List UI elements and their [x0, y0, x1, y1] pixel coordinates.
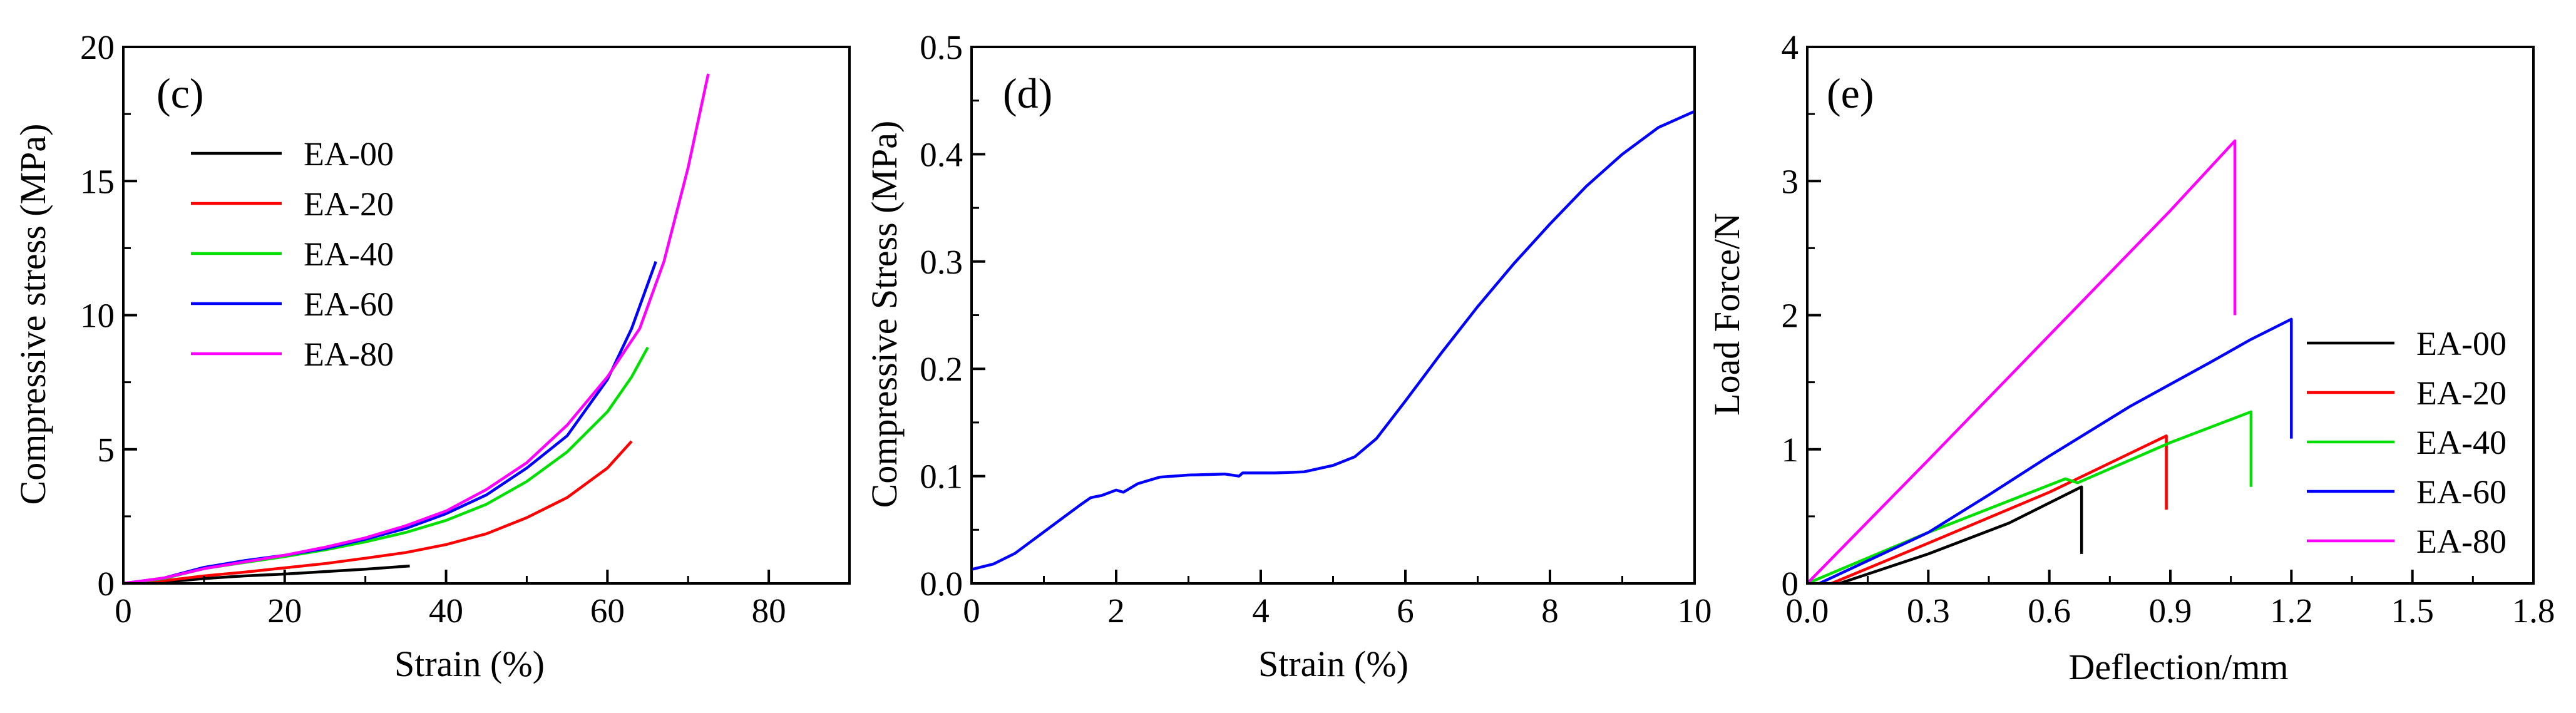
x-tick-label: 60	[590, 592, 625, 630]
legend: EA-00 EA-20 EA-40 EA-60 EA-80	[2307, 325, 2507, 560]
x-tick-label: 2	[1107, 592, 1125, 630]
legend-label-ea-80: EA-80	[304, 336, 394, 373]
legend-label-ea-40: EA-40	[2416, 424, 2507, 461]
series-line-ea-60	[1819, 317, 2293, 585]
panel-c-stress-strain: (c) Strain (%) Compressive stress (MPa) …	[13, 28, 851, 684]
x-tick-label: 80	[752, 592, 786, 630]
y-tick-label: 20	[80, 28, 115, 66]
x-tick-label: 0	[963, 592, 980, 630]
panel-e-load-deflection: (e) Deflection/mm Load Force/N 0.0 0.3 0.6…	[1706, 28, 2555, 687]
y-tick-label: 0.4	[920, 135, 963, 173]
legend-label-ea-40: EA-40	[304, 235, 394, 273]
y-tick-label: 2	[1782, 297, 1799, 335]
x-tick-label: 10	[1678, 592, 1712, 630]
legend-label-ea-20: EA-20	[2416, 374, 2507, 412]
x-tick-label: 0	[115, 592, 132, 630]
x-tick-label: 0.0	[1786, 592, 1829, 630]
panel-c-y-axis-label: Compressive stress (MPa)	[13, 124, 53, 505]
y-tick-label: 0.0	[920, 565, 963, 603]
panel-c-x-axis-label: Strain (%)	[394, 644, 545, 684]
y-tick-label: 1	[1782, 431, 1799, 469]
y-tick-label: 5	[98, 431, 115, 469]
x-tick-label: 20	[267, 592, 302, 630]
y-tick-label: 10	[80, 297, 115, 335]
y-tick-label: 0.3	[920, 243, 963, 281]
y-tick-label: 4	[1782, 28, 1799, 66]
panel-e-label: (e)	[1827, 69, 1874, 117]
panel-d-stress-strain: (d) Strain (%) Compressive Stress (MPa) …	[864, 28, 1712, 684]
x-tick-label: 0.9	[2149, 592, 2192, 630]
y-tick-label: 0.5	[920, 28, 963, 66]
x-tick-label: 1.2	[2270, 592, 2313, 630]
x-tick-label: 8	[1541, 592, 1559, 630]
series-line-ea-40	[123, 346, 649, 585]
x-tick-label: 1.8	[2512, 592, 2555, 630]
y-tick-label: 3	[1782, 162, 1799, 200]
x-tick-label: 0.3	[1907, 592, 1950, 630]
legend-label-ea-00: EA-00	[304, 135, 394, 173]
series-line-ea-00	[1839, 485, 2083, 585]
series-line-ea-80	[123, 73, 710, 585]
panel-e-y-axis-label: Load Force/N	[1706, 213, 1747, 416]
panel-e-x-axis-label: Deflection/mm	[2068, 647, 2288, 687]
x-tick-label: 6	[1397, 592, 1414, 630]
panel-d-label: (d)	[1003, 69, 1052, 117]
plot-frame	[970, 46, 1696, 585]
legend-label-ea-60: EA-60	[304, 285, 394, 323]
panel-d-x-axis-label: Strain (%)	[1258, 644, 1409, 684]
series-line-ea-80	[1806, 139, 2237, 585]
x-tick-label: 4	[1252, 592, 1270, 630]
legend-label-ea-80: EA-80	[2416, 523, 2507, 560]
y-tick-label: 0.1	[920, 458, 963, 496]
series-line-stress-strain	[971, 110, 1695, 571]
x-tick-label: 0.6	[2028, 592, 2071, 630]
y-tick-label: 0	[1782, 565, 1799, 603]
panel-c-label: (c)	[157, 69, 203, 117]
series-line-ea-20	[1830, 434, 2168, 585]
y-tick-label: 0.2	[920, 350, 963, 388]
legend-label-ea-00: EA-00	[2416, 325, 2507, 362]
legend-label-ea-60: EA-60	[2416, 473, 2507, 511]
series-line-ea-00	[123, 564, 410, 585]
series-line-ea-20	[123, 440, 633, 585]
y-tick-label: 0	[98, 565, 115, 603]
legend: EA-00 EA-20 EA-40 EA-60 EA-80	[191, 135, 394, 373]
panel-d-y-axis-label: Compressive Stress (MPa)	[864, 121, 905, 508]
y-tick-label: 15	[80, 162, 115, 200]
x-tick-label: 1.5	[2391, 592, 2434, 630]
x-tick-label: 40	[429, 592, 463, 630]
legend-label-ea-20: EA-20	[304, 185, 394, 223]
